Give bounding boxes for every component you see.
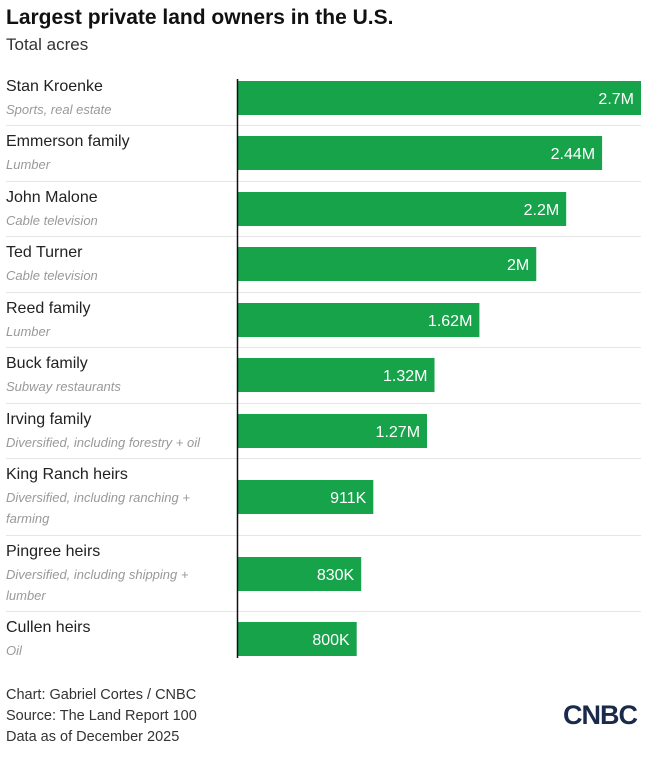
owner-row: Irving family Diversified, including fore… bbox=[6, 404, 641, 459]
bar bbox=[237, 557, 362, 591]
owner-list: Stan Kroenke Sports, real estate Emmerson … bbox=[0, 71, 657, 661]
bar bbox=[237, 358, 435, 392]
owner-description: Oil bbox=[6, 643, 22, 658]
owner-row: John Malone Cable television bbox=[6, 182, 641, 237]
owner-description: Diversified, including ranching + farmin… bbox=[6, 490, 190, 526]
bar-chart: 2.7M 2.44M 2.2M 2M 1.62M 1.32M 1.27M 911K 830K 80… bbox=[236, 79, 641, 658]
chart-subtitle: Total acres bbox=[6, 35, 89, 54]
owner-row: Reed family Lumber bbox=[6, 293, 641, 348]
bar bbox=[237, 247, 537, 281]
owner-name: Pingree heirs bbox=[6, 543, 101, 560]
owner-row: Pingree heirs Diversified, including ship… bbox=[6, 536, 641, 612]
owner-row: Emmerson family Lumber bbox=[6, 126, 641, 182]
owner-name: Reed family bbox=[6, 300, 91, 317]
bar-value-label: 2.7M bbox=[598, 91, 634, 108]
owner-name: Buck family bbox=[6, 355, 88, 372]
owner-row: King Ranch heirs Diversified, including r… bbox=[6, 459, 641, 536]
bar bbox=[237, 414, 428, 448]
bar-value-label: 1.32M bbox=[383, 368, 427, 385]
bar bbox=[237, 622, 357, 656]
owner-name: Cullen heirs bbox=[6, 619, 91, 636]
bar-value-label: 2.2M bbox=[524, 202, 560, 219]
owner-description: Diversified, including shipping + lumber bbox=[6, 567, 189, 603]
bar bbox=[237, 480, 374, 514]
owner-description: Lumber bbox=[6, 324, 51, 339]
owner-name: Stan Kroenke bbox=[6, 78, 103, 95]
bar bbox=[237, 136, 603, 170]
bar bbox=[237, 303, 480, 337]
owner-row: Buck family Subway restaurants bbox=[6, 348, 641, 404]
bar-value-label: 2.44M bbox=[551, 146, 595, 163]
bar bbox=[237, 192, 567, 226]
chart-credit: Chart: Gabriel Cortes / CNBC bbox=[6, 687, 197, 703]
chart-title: Largest private land owners in the U.S. bbox=[6, 6, 394, 29]
bar-value-label: 911K bbox=[330, 490, 367, 507]
data-date: Data as of December 2025 bbox=[6, 729, 180, 745]
owner-name: Ted Turner bbox=[6, 244, 83, 261]
owner-row: Stan Kroenke Sports, real estate bbox=[6, 71, 641, 126]
owner-description: Subway restaurants bbox=[6, 379, 121, 394]
owner-name: King Ranch heirs bbox=[6, 466, 128, 483]
bar-value-label: 1.62M bbox=[428, 313, 472, 330]
owner-name: John Malone bbox=[6, 189, 98, 206]
owner-row: Ted Turner Cable television bbox=[6, 237, 641, 293]
bar-value-label: 800K bbox=[312, 632, 350, 649]
bar-value-label: 2M bbox=[507, 257, 529, 274]
owner-description: Cable television bbox=[6, 268, 98, 283]
owner-description: Diversified, including forestry + oil bbox=[6, 435, 200, 450]
owner-description: Cable television bbox=[6, 213, 98, 228]
owner-row: Cullen heirs Oil bbox=[6, 612, 641, 661]
owner-description: Sports, real estate bbox=[6, 102, 112, 117]
owner-description: Lumber bbox=[6, 157, 51, 172]
owner-name: Emmerson family bbox=[6, 133, 130, 150]
bar-value-label: 830K bbox=[317, 567, 355, 584]
cnbc-logo: CNBC bbox=[563, 700, 638, 730]
owner-name: Irving family bbox=[6, 411, 92, 428]
chart-source: Source: The Land Report 100 bbox=[6, 708, 197, 724]
bar-value-label: 1.27M bbox=[376, 424, 420, 441]
bar bbox=[237, 81, 641, 115]
